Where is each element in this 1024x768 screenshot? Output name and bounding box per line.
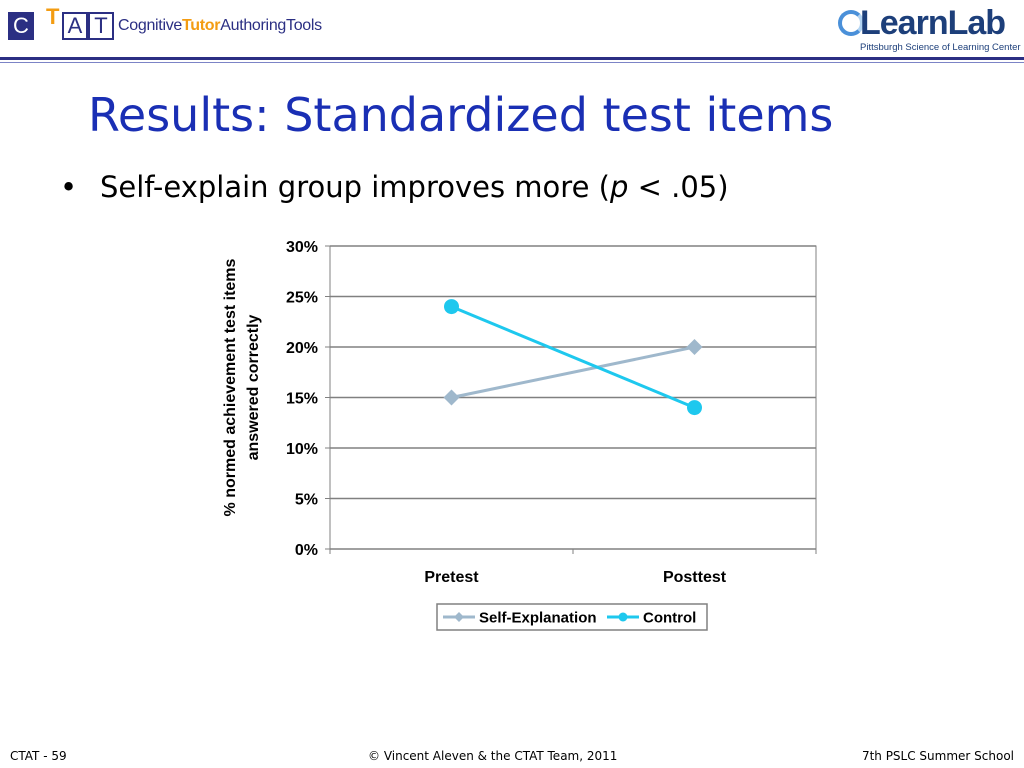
footer-copyright: © Vincent Aleven & the CTAT Team, 2011: [368, 749, 618, 763]
chart-legend: Self-Explanation Control: [436, 603, 708, 631]
footer-slide-number: CTAT - 59: [10, 749, 67, 763]
y-tick-label: 20%: [286, 340, 318, 357]
y-tick-label: 15%: [286, 391, 318, 408]
series-line-control: [450, 305, 696, 409]
ctat-sub-tutor: Tutor: [182, 17, 221, 34]
footer-event: 7th PSLC Summer School: [861, 749, 1014, 763]
bullet-text-before: Self-explain group improves more (: [100, 170, 610, 204]
bullet-marker: •: [60, 170, 78, 204]
y-tick-label: 30%: [286, 239, 318, 256]
ctat-sub-authoring: AuthoringTools: [220, 17, 322, 34]
x-tick-label: Posttest: [663, 569, 727, 586]
learnlab-swirl-icon: [838, 10, 864, 36]
bullet-text-after: < .05): [628, 170, 729, 204]
ctat-subtitle: CognitiveTutorAuthoringTools: [118, 17, 322, 35]
learnlab-wordmark: LearnLab: [860, 4, 1006, 42]
ctat-logo: C T A T: [8, 4, 116, 48]
y-axis-ticks: 0% 5% 10% 15% 20% 25% 30%: [286, 239, 330, 559]
legend-label: Self-Explanation: [479, 610, 597, 627]
y-tick-label: 25%: [286, 290, 318, 307]
data-point: [686, 339, 703, 355]
ctat-letter-t-accent: T: [46, 4, 60, 29]
slide-title: Results: Standardized test items: [88, 88, 834, 142]
legend-label: Control: [643, 610, 696, 627]
data-point: [687, 400, 702, 416]
header-rule-thin: [0, 62, 1024, 63]
x-tick-label: Pretest: [424, 569, 479, 586]
learnlab-tagline: Pittsburgh Science of Learning Center: [860, 42, 1021, 53]
y-tick-label: 0%: [295, 542, 318, 559]
legend-box: [436, 603, 708, 631]
y-axis-label-line2: answered correctly: [245, 314, 262, 460]
ctat-sub-cognitive: Cognitive: [118, 17, 183, 34]
x-axis-ticks: Pretest Posttest: [329, 549, 817, 586]
header-rule: [0, 57, 1024, 60]
data-point: [443, 389, 460, 406]
legend-marker: [618, 612, 628, 622]
bullet-text-italic: p: [609, 170, 629, 204]
legend-marker: [454, 612, 464, 622]
y-tick-label: 10%: [286, 441, 318, 458]
ctat-letter-t: T: [88, 12, 114, 40]
ctat-letter-c: C: [8, 12, 34, 40]
learnlab-logo: LearnLab Pittsburgh Science of Learning …: [838, 4, 1021, 56]
y-tick-label: 5%: [295, 492, 318, 509]
ctat-letter-a: A: [62, 12, 88, 40]
chart-gridlines: [330, 245, 816, 550]
data-point: [444, 299, 459, 315]
chart-series: [443, 299, 703, 416]
series-line-self-explanation: [451, 345, 695, 399]
y-axis-label-line1: % normed achievement test items: [222, 258, 239, 516]
bullet-point: • Self-explain group improves more (p < .…: [60, 170, 729, 204]
line-chart: 0% 5% 10% 15% 20% 25% 30% Pretest Posttest % no…: [222, 239, 817, 631]
